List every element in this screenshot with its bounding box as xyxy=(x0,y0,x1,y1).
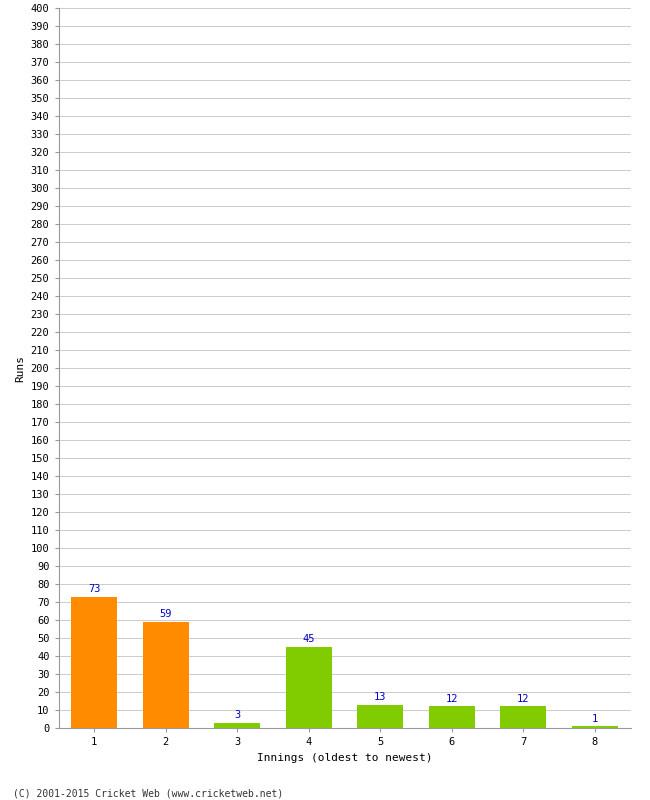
Text: 3: 3 xyxy=(234,710,240,720)
Bar xyxy=(142,622,189,728)
Text: 59: 59 xyxy=(159,609,172,619)
X-axis label: Innings (oldest to newest): Innings (oldest to newest) xyxy=(257,753,432,762)
Text: 12: 12 xyxy=(445,694,458,704)
Text: 45: 45 xyxy=(302,634,315,644)
Text: (C) 2001-2015 Cricket Web (www.cricketweb.net): (C) 2001-2015 Cricket Web (www.cricketwe… xyxy=(13,788,283,798)
Bar xyxy=(357,705,404,728)
Bar xyxy=(71,597,118,728)
Bar xyxy=(214,722,261,728)
Bar xyxy=(428,706,475,728)
Bar xyxy=(285,647,332,728)
Bar xyxy=(571,726,618,728)
Text: 13: 13 xyxy=(374,692,387,702)
Bar xyxy=(500,706,547,728)
Text: 73: 73 xyxy=(88,584,101,594)
Y-axis label: Runs: Runs xyxy=(15,354,25,382)
Text: 12: 12 xyxy=(517,694,530,704)
Text: 1: 1 xyxy=(592,714,598,723)
